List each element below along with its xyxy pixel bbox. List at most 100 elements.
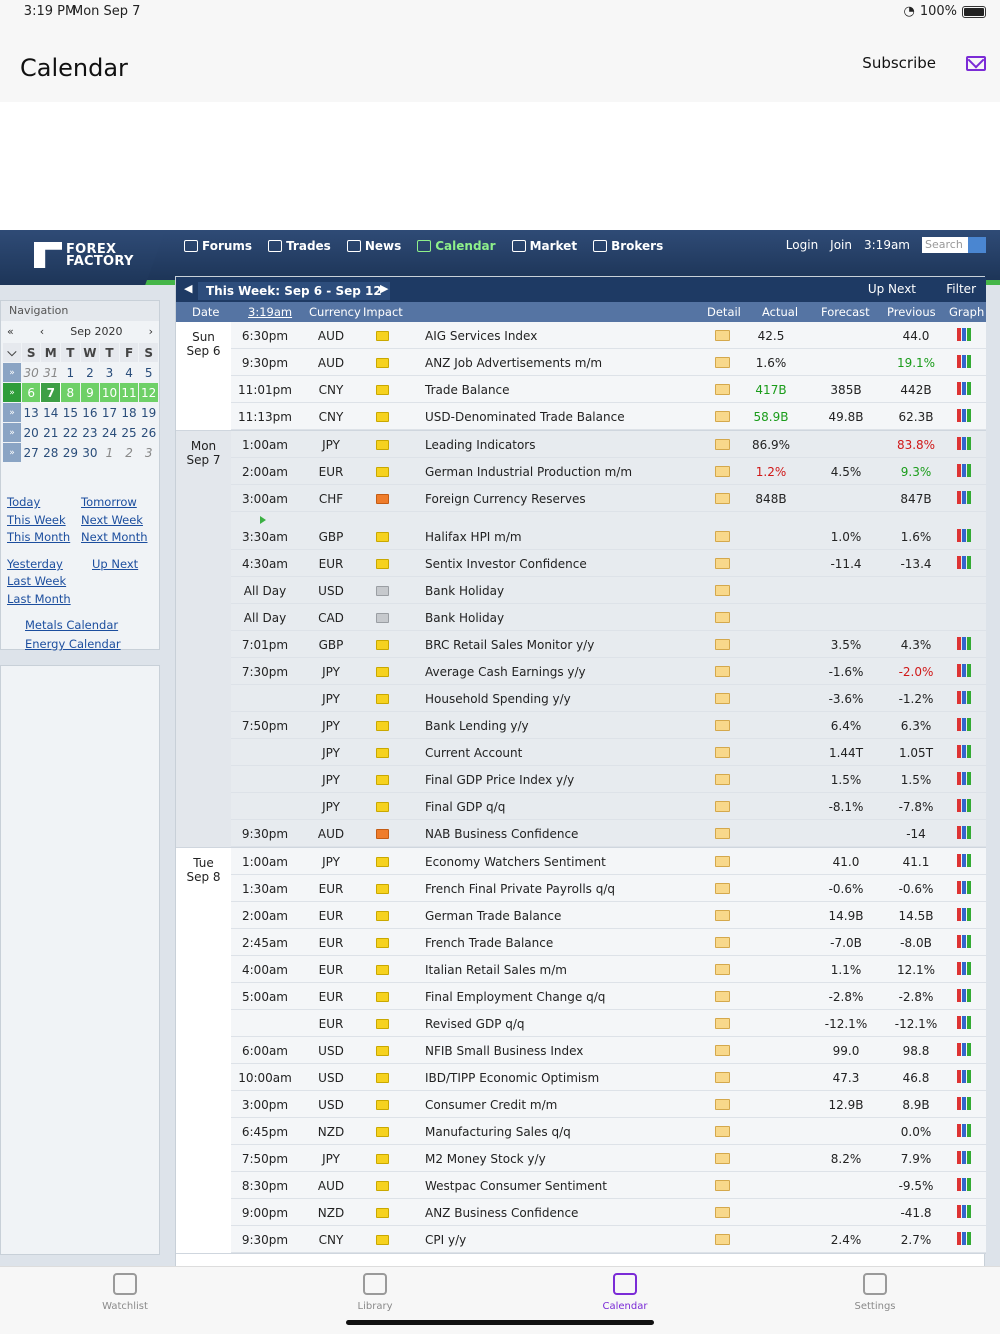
nav-market[interactable]: Market <box>506 237 584 255</box>
detail-folder-icon[interactable] <box>715 883 730 894</box>
graph-icon[interactable] <box>957 1205 971 1218</box>
graph-icon[interactable] <box>957 1178 971 1191</box>
event-title[interactable]: Average Cash Earnings y/y <box>425 665 586 679</box>
calendar-day[interactable]: 28 <box>43 445 59 460</box>
detail-folder-icon[interactable] <box>715 1234 730 1245</box>
impact-icon[interactable] <box>376 884 389 894</box>
graph-icon[interactable] <box>957 745 971 758</box>
calendar-day[interactable]: 4 <box>125 365 133 380</box>
link-next-week[interactable]: Next Week <box>81 513 143 527</box>
event-title[interactable]: Final GDP q/q <box>425 800 506 814</box>
calendar-day[interactable]: 2 <box>86 365 94 380</box>
search-input[interactable]: Search <box>922 237 968 253</box>
calendar-day[interactable]: 27 <box>23 445 39 460</box>
event-title[interactable]: German Trade Balance <box>425 909 562 923</box>
calendar-day[interactable]: 14 <box>43 405 59 420</box>
graph-icon[interactable] <box>957 1124 971 1137</box>
impact-icon[interactable] <box>376 694 389 704</box>
detail-folder-icon[interactable] <box>715 330 730 341</box>
calendar-day[interactable]: 18 <box>121 405 137 420</box>
event-row[interactable]: 1:30am EUR French Final Private Payrolls q… <box>231 875 986 902</box>
detail-folder-icon[interactable] <box>715 801 730 812</box>
graph-icon[interactable] <box>957 1232 971 1245</box>
event-row[interactable]: JPY Final GDP q/q -8.1% -7.8% <box>231 793 986 820</box>
impact-icon[interactable] <box>376 667 389 677</box>
impact-icon[interactable] <box>376 613 389 623</box>
event-title[interactable]: Final GDP Price Index y/y <box>425 773 575 787</box>
event-title[interactable]: French Final Private Payrolls q/q <box>425 882 616 896</box>
event-row[interactable]: JPY Final GDP Price Index y/y 1.5% 1.5% <box>231 766 986 793</box>
graph-icon[interactable] <box>957 637 971 650</box>
event-title[interactable]: M2 Money Stock y/y <box>425 1152 546 1166</box>
nav-brokers[interactable]: Brokers <box>587 237 669 255</box>
graph-icon[interactable] <box>957 718 971 731</box>
detail-folder-icon[interactable] <box>715 910 730 921</box>
event-row[interactable]: 11:01pm CNY Trade Balance 417B 385B 442B <box>231 376 986 403</box>
calendar-day[interactable]: 6 <box>21 383 41 402</box>
detail-folder-icon[interactable] <box>715 856 730 867</box>
impact-icon[interactable] <box>376 857 389 867</box>
prev-year-button[interactable]: « <box>7 325 14 338</box>
impact-icon[interactable] <box>376 1154 389 1164</box>
detail-folder-icon[interactable] <box>715 558 730 569</box>
week-select-button[interactable]: » <box>3 443 21 462</box>
detail-folder-icon[interactable] <box>715 964 730 975</box>
event-title[interactable]: Westpac Consumer Sentiment <box>425 1179 607 1193</box>
event-row[interactable]: 7:50pm JPY Bank Lending y/y 6.4% 6.3% <box>231 712 986 739</box>
calendar-day[interactable]: 1 <box>66 365 75 380</box>
tab-library[interactable]: Library <box>315 1273 435 1312</box>
calendar-day[interactable]: 31 <box>43 365 59 380</box>
tab-settings[interactable]: Settings <box>815 1273 935 1312</box>
event-title[interactable]: Trade Balance <box>425 383 510 397</box>
impact-icon[interactable] <box>376 1046 389 1056</box>
impact-icon[interactable] <box>376 965 389 975</box>
detail-folder-icon[interactable] <box>715 585 730 596</box>
graph-icon[interactable] <box>957 691 971 704</box>
next-week-button[interactable]: ▶ <box>380 282 389 295</box>
impact-icon[interactable] <box>376 1181 389 1191</box>
calendar-day[interactable]: 8 <box>61 383 80 402</box>
graph-icon[interactable] <box>957 772 971 785</box>
graph-icon[interactable] <box>957 1097 971 1110</box>
calendar-day[interactable]: 9 <box>80 383 100 402</box>
event-row[interactable]: 4:30am EUR Sentix Investor Confidence -11.4… <box>231 550 986 577</box>
calendar-day[interactable]: 5 <box>144 365 153 380</box>
impact-icon[interactable] <box>376 1127 389 1137</box>
graph-icon[interactable] <box>957 437 971 450</box>
calendar-day[interactable]: 17 <box>101 405 118 420</box>
graph-icon[interactable] <box>957 989 971 1002</box>
filter-button[interactable]: Filter <box>946 282 976 296</box>
calendar-day[interactable]: 24 <box>101 425 118 440</box>
link-today[interactable]: Today <box>7 495 41 509</box>
event-row[interactable]: 7:30pm JPY Average Cash Earnings y/y -1.6% -… <box>231 658 986 685</box>
calendar-day[interactable]: 16 <box>82 405 98 420</box>
detail-folder-icon[interactable] <box>715 1207 730 1218</box>
detail-folder-icon[interactable] <box>715 666 730 677</box>
event-title[interactable]: IBD/TIPP Economic Optimism <box>425 1071 600 1085</box>
event-row[interactable]: 3:30am GBP Halifax HPI m/m 1.0% 1.6% <box>231 512 986 550</box>
event-title[interactable]: Economy Watchers Sentiment <box>425 855 606 869</box>
graph-icon[interactable] <box>957 328 971 341</box>
calendar-day[interactable]: 30 <box>82 445 98 460</box>
event-title[interactable]: Halifax HPI m/m <box>425 530 522 544</box>
event-row[interactable]: 9:00pm NZD ANZ Business Confidence -41.8 <box>231 1199 986 1226</box>
graph-icon[interactable] <box>957 1016 971 1029</box>
calendar-day[interactable]: 3 <box>105 365 114 380</box>
mail-icon[interactable] <box>966 56 986 71</box>
impact-icon[interactable] <box>376 721 389 731</box>
impact-icon[interactable] <box>376 992 389 1002</box>
impact-icon[interactable] <box>376 1073 389 1083</box>
impact-icon[interactable] <box>376 331 389 341</box>
event-row[interactable]: 10:00am USD IBD/TIPP Economic Optimism 47.3… <box>231 1064 986 1091</box>
detail-folder-icon[interactable] <box>715 1018 730 1029</box>
event-title[interactable]: Household Spending y/y <box>425 692 571 706</box>
event-title[interactable]: ANZ Business Confidence <box>425 1206 579 1220</box>
event-title[interactable]: Foreign Currency Reserves <box>425 492 586 506</box>
graph-icon[interactable] <box>957 908 971 921</box>
graph-icon[interactable] <box>957 529 971 542</box>
graph-icon[interactable] <box>957 962 971 975</box>
impact-icon[interactable] <box>376 586 389 596</box>
calendar-day[interactable]: 7 <box>40 382 62 403</box>
graph-icon[interactable] <box>957 664 971 677</box>
event-row[interactable]: 6:45pm NZD Manufacturing Sales q/q 0.0% <box>231 1118 986 1145</box>
